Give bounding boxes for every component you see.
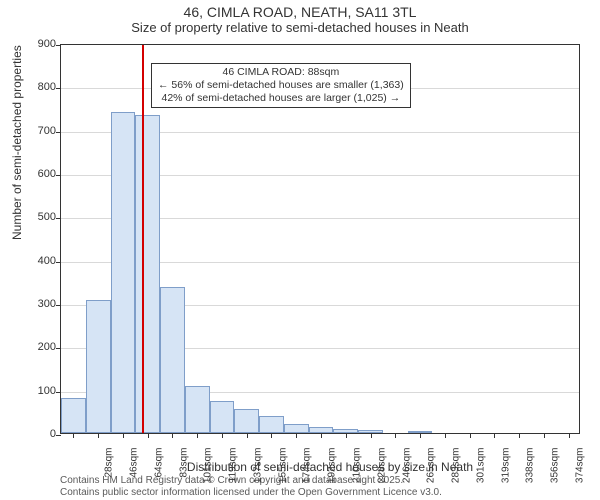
x-tick-label: 83sqm — [178, 448, 189, 488]
x-tick-label: 64sqm — [153, 448, 164, 488]
x-tick-mark — [470, 433, 471, 438]
annotation-line: 42% of semi-detached houses are larger (… — [158, 92, 404, 105]
y-tick-label: 0 — [6, 428, 56, 440]
x-tick-mark — [346, 433, 347, 438]
x-tick-label: 101sqm — [203, 448, 214, 488]
x-tick-label: 319sqm — [500, 448, 511, 488]
x-tick-label: 374sqm — [574, 448, 585, 488]
chart-title-block: 46, CIMLA ROAD, NEATH, SA11 3TL Size of … — [0, 0, 600, 35]
annotation-box: 46 CIMLA ROAD: 88sqm← 56% of semi-detach… — [151, 63, 411, 108]
x-tick-label: 338sqm — [525, 448, 536, 488]
x-tick-mark — [569, 433, 570, 438]
annotation-line: 46 CIMLA ROAD: 88sqm — [158, 66, 404, 79]
y-tick-mark — [56, 88, 61, 89]
x-tick-mark — [371, 433, 372, 438]
x-tick-label: 137sqm — [252, 448, 263, 488]
x-tick-label: 155sqm — [277, 448, 288, 488]
x-tick-mark — [98, 433, 99, 438]
x-tick-mark — [296, 433, 297, 438]
x-tick-label: 28sqm — [104, 448, 115, 488]
histogram-bar — [284, 424, 309, 433]
x-tick-label: 283sqm — [451, 448, 462, 488]
x-tick-mark — [519, 433, 520, 438]
x-tick-mark — [222, 433, 223, 438]
y-tick-mark — [56, 175, 61, 176]
x-tick-label: 246sqm — [401, 448, 412, 488]
y-tick-labels: 0100200300400500600700800900 — [0, 44, 60, 434]
y-tick-mark — [56, 305, 61, 306]
y-tick-label: 300 — [6, 298, 56, 310]
x-tick-label: 228sqm — [376, 448, 387, 488]
x-tick-label: 192sqm — [327, 448, 338, 488]
x-tick-mark — [544, 433, 545, 438]
histogram-bar — [86, 300, 111, 433]
x-axis-label: Distribution of semi-detached houses by … — [30, 460, 600, 474]
x-tick-mark — [148, 433, 149, 438]
x-tick-label: 119sqm — [228, 448, 239, 488]
x-tick-mark — [420, 433, 421, 438]
y-tick-mark — [56, 132, 61, 133]
histogram-bar — [111, 112, 136, 433]
y-tick-mark — [56, 218, 61, 219]
x-tick-mark — [172, 433, 173, 438]
y-tick-mark — [56, 348, 61, 349]
annotation-line: ← 56% of semi-detached houses are smalle… — [158, 79, 404, 92]
y-axis-label: Number of semi-detached properties — [10, 45, 24, 240]
y-tick-mark — [56, 392, 61, 393]
y-tick-mark — [56, 45, 61, 46]
x-tick-mark — [73, 433, 74, 438]
x-tick-label: 301sqm — [475, 448, 486, 488]
histogram-bar — [135, 115, 160, 434]
y-tick-mark — [56, 262, 61, 263]
chart-area: 46 CIMLA ROAD: 88sqm← 56% of semi-detach… — [60, 44, 580, 434]
chart-title-line1: 46, CIMLA ROAD, NEATH, SA11 3TL — [0, 4, 600, 20]
x-tick-label: 46sqm — [129, 448, 140, 488]
histogram-bar — [210, 401, 235, 433]
y-tick-label: 400 — [6, 255, 56, 267]
y-tick-mark — [56, 435, 61, 436]
x-tick-label: 210sqm — [352, 448, 363, 488]
y-tick-label: 100 — [6, 385, 56, 397]
x-tick-mark — [395, 433, 396, 438]
histogram-bar — [259, 416, 284, 433]
x-tick-mark — [445, 433, 446, 438]
property-marker-line — [142, 45, 144, 433]
chart-title-line2: Size of property relative to semi-detach… — [0, 20, 600, 35]
x-tick-mark — [197, 433, 198, 438]
y-tick-label: 200 — [6, 341, 56, 353]
x-tick-mark — [321, 433, 322, 438]
x-tick-mark — [271, 433, 272, 438]
histogram-bar — [160, 287, 185, 433]
x-tick-label: 174sqm — [302, 448, 313, 488]
x-tick-label: 265sqm — [426, 448, 437, 488]
footer-line2: Contains public sector information licen… — [60, 487, 442, 499]
x-tick-mark — [123, 433, 124, 438]
histogram-bar — [185, 386, 210, 433]
x-tick-mark — [494, 433, 495, 438]
plot-area: 46 CIMLA ROAD: 88sqm← 56% of semi-detach… — [60, 44, 580, 434]
x-tick-mark — [247, 433, 248, 438]
x-tick-label: 356sqm — [550, 448, 561, 488]
histogram-bar — [61, 398, 86, 433]
histogram-bar — [234, 409, 259, 433]
